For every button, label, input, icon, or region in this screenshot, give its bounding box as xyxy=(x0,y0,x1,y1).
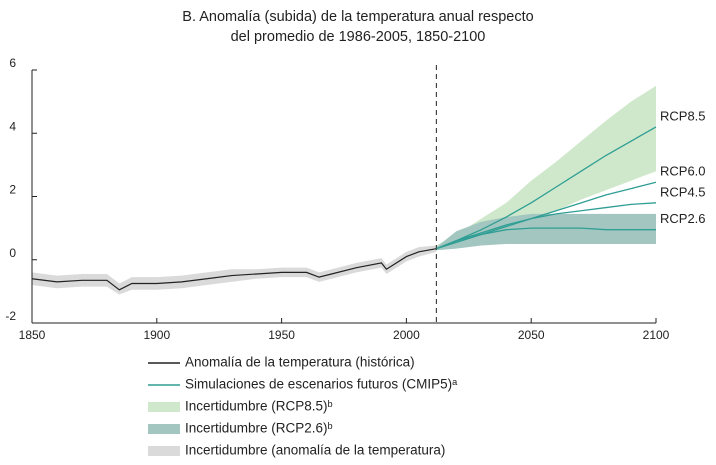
legend-label: Anomalía de la temperatura (histórica) xyxy=(185,355,415,370)
scenario-line xyxy=(436,126,657,250)
scenario-line xyxy=(436,181,657,250)
uncertainty-band xyxy=(436,213,656,251)
chart-title: del promedio de 1986-2005, 1850-2100 xyxy=(231,29,486,45)
x-tick-label: 2050 xyxy=(518,328,545,342)
legend-swatch xyxy=(148,446,180,456)
y-tick-label: 0 xyxy=(9,246,16,260)
uncertainty-band xyxy=(436,85,656,251)
y-tick-label: -2 xyxy=(5,309,16,323)
scenario-line xyxy=(436,202,657,250)
chart-title: B. Anomalía (subida) de la temperatura a… xyxy=(182,9,533,25)
y-tick-label: 6 xyxy=(9,56,16,70)
legend-label: Incertidumbre (anomalía de la temperatur… xyxy=(185,443,445,458)
y-tick-label: 4 xyxy=(9,119,16,133)
legend-label: Incertidumbre (RCP8.5)ᵇ xyxy=(185,399,333,414)
x-tick-label: 1850 xyxy=(19,328,46,342)
legend-label: Simulaciones de escenarios futuros (CMIP… xyxy=(185,377,458,392)
legend-swatch xyxy=(148,402,180,412)
legend-label: Incertidumbre (RCP2.6)ᵇ xyxy=(185,421,333,436)
scenario-label: RCP4.5 xyxy=(660,184,706,199)
y-tick-label: 2 xyxy=(9,183,16,197)
line xyxy=(31,248,437,291)
x-tick-label: 2000 xyxy=(393,328,420,342)
x-tick-label: 2100 xyxy=(643,328,670,342)
scenario-label: RCP2.6 xyxy=(660,211,706,226)
uncertainty-band xyxy=(32,245,437,295)
scenario-label: RCP8.5 xyxy=(660,108,706,123)
x-tick-label: 1900 xyxy=(143,328,170,342)
x-tick-label: 1950 xyxy=(268,328,295,342)
scenario-line xyxy=(436,227,656,250)
legend-swatch xyxy=(148,424,180,434)
scenario-label: RCP6.0 xyxy=(660,164,706,179)
